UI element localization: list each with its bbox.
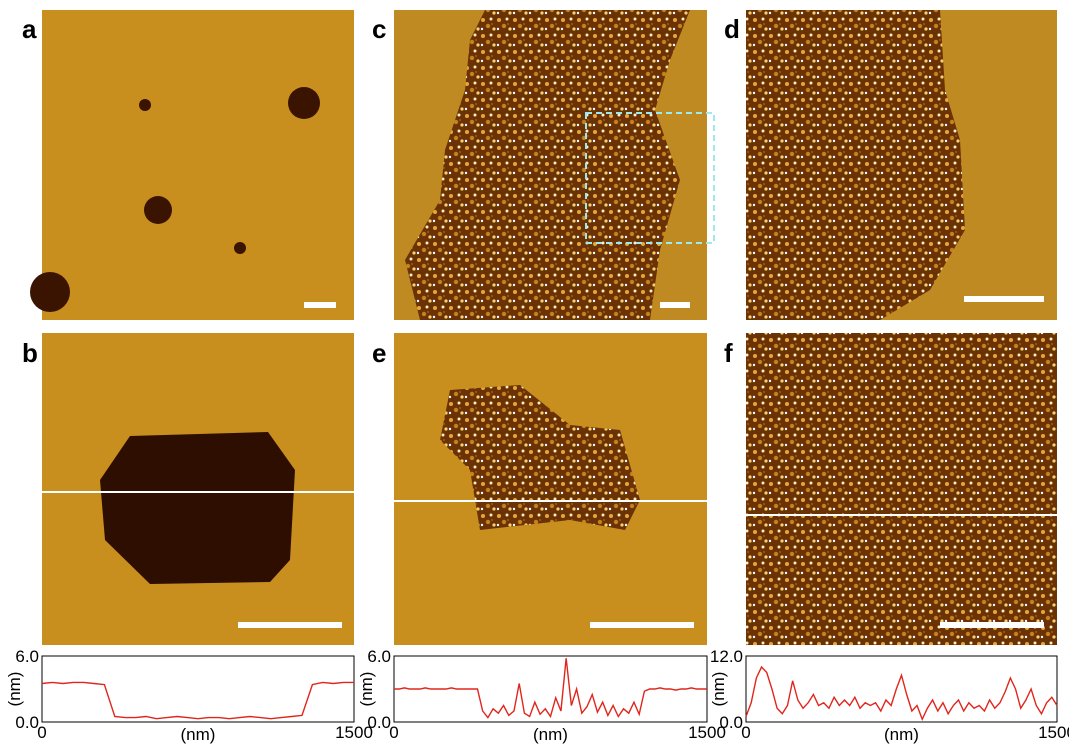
afm-image-e <box>394 333 707 645</box>
panel-label: f <box>724 338 733 368</box>
y-axis-label: (nm) <box>5 672 24 707</box>
x-axis-label: (nm) <box>533 725 568 744</box>
y-tick-label: 0.0 <box>367 713 391 732</box>
x-tick-label: 0 <box>37 723 46 742</box>
panel-label: a <box>22 14 37 44</box>
x-tick-label: 1500 <box>1038 723 1069 742</box>
profile-line <box>42 682 354 718</box>
profile-line <box>394 658 707 717</box>
x-axis-label: (nm) <box>884 725 919 744</box>
plot-frame <box>42 656 354 722</box>
panel-label: d <box>724 14 740 44</box>
figure: a b c d e f 0.06.001500(nm)(nm)0.06.0015… <box>0 0 1069 745</box>
panel-label: e <box>372 338 386 368</box>
x-tick-label: 0 <box>741 723 750 742</box>
y-axis-label: (nm) <box>357 672 376 707</box>
panel-label: c <box>372 14 386 44</box>
x-axis-label: (nm) <box>181 725 216 744</box>
plot-frame <box>746 656 1057 722</box>
afm-image-f <box>746 333 1057 645</box>
x-tick-label: 0 <box>389 723 398 742</box>
profile-line <box>746 667 1057 719</box>
panel-label: b <box>22 338 38 368</box>
y-tick-label: 0.0 <box>719 713 743 732</box>
y-tick-label: 0.0 <box>15 713 39 732</box>
y-tick-label: 12.0 <box>710 647 743 666</box>
afm-image-c <box>394 10 714 320</box>
y-tick-label: 6.0 <box>15 647 39 666</box>
afm-image-d <box>746 10 1057 320</box>
y-axis-label: (nm) <box>709 672 728 707</box>
afm-image-b <box>42 333 354 645</box>
afm-image-a <box>30 10 354 320</box>
y-tick-label: 6.0 <box>367 647 391 666</box>
